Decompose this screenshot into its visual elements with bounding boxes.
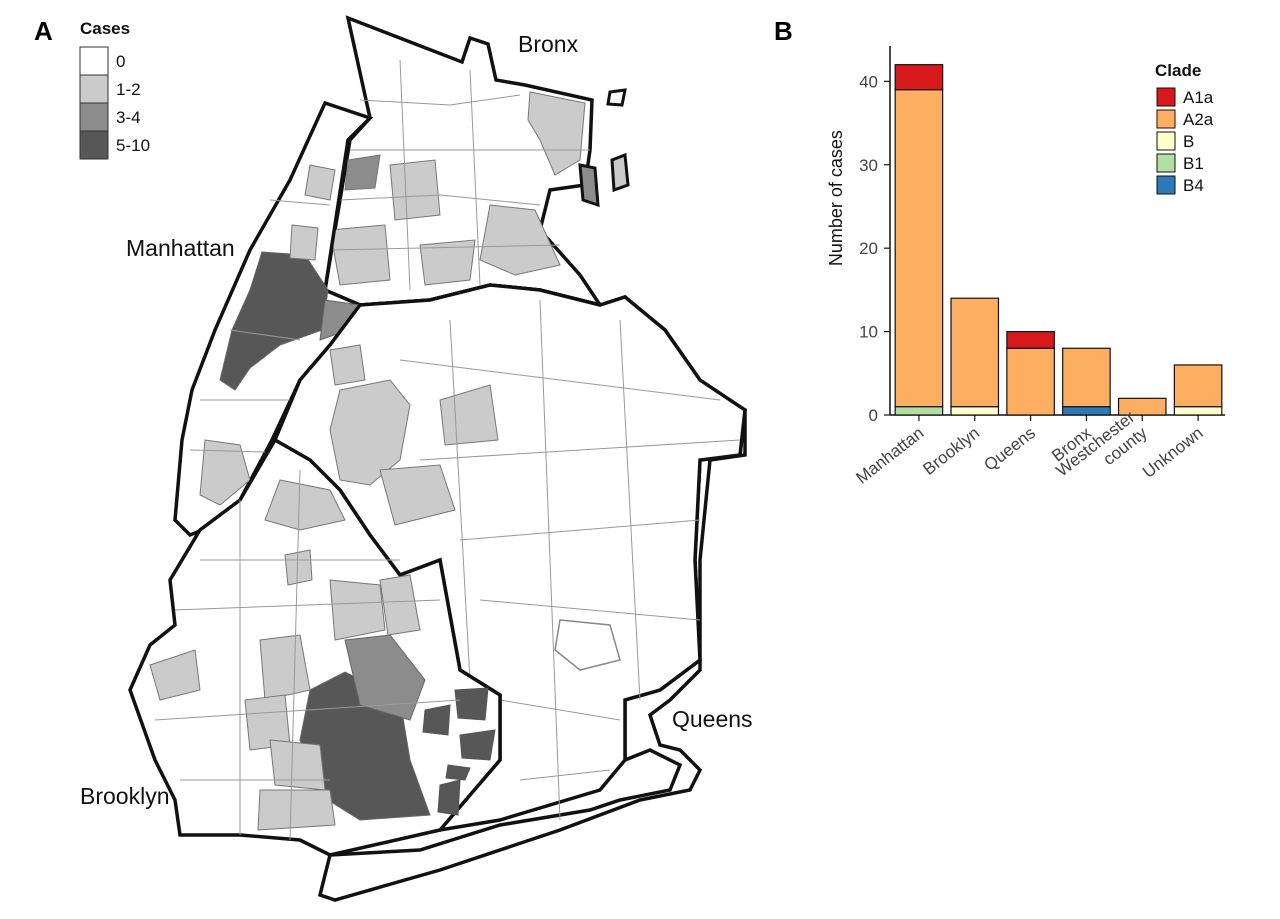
legend-swatch-b (1156, 131, 1176, 151)
y-tick-label: 40 (859, 72, 878, 91)
legend-swatch-0 (79, 46, 109, 76)
bar-manhattan-a2a (894, 89, 944, 408)
y-axis-title: Number of cases (826, 130, 846, 266)
x-tick-label: Manhattan (852, 423, 927, 487)
brooklyn-tract-7 (269, 739, 326, 791)
legend-label-b: B (1183, 132, 1194, 151)
brooklyn-tract-2 (329, 579, 386, 641)
bronx-tract-se (479, 204, 561, 276)
bronx-tract-sw (329, 224, 391, 286)
queens-tract-2 (379, 464, 456, 526)
bar-queens-a2a (1006, 347, 1055, 416)
legend-label-b1: B1 (1183, 154, 1204, 173)
label-queens: Queens (672, 706, 753, 732)
x-tick-label: Queens (980, 423, 1039, 475)
legend-label-2: 3-4 (116, 108, 141, 127)
legend-swatch-b4 (1156, 175, 1176, 195)
borough-brooklyn (128, 437, 502, 857)
brooklyn-tract-8 (257, 789, 336, 831)
panel-b-label: B (774, 16, 793, 46)
bar-unknown-b (1173, 406, 1223, 416)
y-tick-label: 30 (859, 156, 878, 175)
bronx-tract-mid (389, 159, 441, 221)
queens-tract-4 (329, 344, 366, 386)
bar-manhattan-b1 (894, 406, 944, 416)
x-tick-label: Brooklyn (919, 423, 983, 479)
legend-swatch-2 (79, 102, 109, 132)
x-tick-label-group: Queens (980, 423, 1039, 475)
manhattan-south-tract (199, 439, 251, 506)
y-tick-label: 0 (869, 406, 878, 425)
manhattan-north-tract (289, 224, 319, 261)
legend-swatch-3 (79, 130, 109, 160)
clade-legend-title: Clade (1155, 61, 1201, 80)
borough-queens (272, 283, 747, 902)
bronx-islet (578, 163, 600, 208)
legend-label-3: 5-10 (116, 136, 150, 155)
label-bronx: Bronx (518, 31, 579, 57)
bar-unknown-a2a (1173, 364, 1223, 408)
bar-brooklyn-b (950, 406, 1000, 416)
map-legend: Cases 0 1-2 3-4 5-10 (79, 19, 150, 160)
clade-bar-chart: B Number of cases 0 10 20 30 40 ManhattanBro… (774, 16, 1225, 488)
bar-brooklyn-a2a (950, 297, 1000, 408)
bar-bronx-b4 (1062, 406, 1111, 416)
nyc-map: A Cases 0 1-2 3-4 5-10 (34, 15, 753, 902)
bar-westchester-county-a2a (1117, 397, 1167, 416)
chart-bars (894, 64, 1223, 416)
chart-axes: 0 10 20 30 40 (859, 46, 1225, 425)
x-tick-label-group: Brooklyn (919, 423, 983, 479)
legend-swatch-1 (79, 74, 109, 104)
legend-swatch-a1a (1156, 87, 1176, 107)
bronx-tract-s (419, 239, 476, 286)
brooklyn-tract-5 (259, 634, 311, 701)
brooklyn-hotspot-4 (459, 729, 496, 761)
brooklyn-tract-4 (149, 649, 201, 701)
brooklyn-tract-3 (379, 574, 421, 636)
legend-label-a2a: A2a (1183, 110, 1214, 129)
brooklyn-hotspot-5 (437, 779, 461, 816)
borough-manhattan (173, 100, 374, 538)
bronx-tract-ne (527, 91, 586, 176)
label-brooklyn: Brooklyn (80, 783, 169, 809)
borough-bronx (323, 15, 630, 327)
bronx-tract-dark (344, 154, 381, 191)
bar-manhattan-a1a (894, 64, 944, 91)
legend-label-0: 0 (116, 52, 125, 71)
brooklyn-tract-9 (284, 549, 313, 586)
brooklyn-hotspot-3 (454, 687, 489, 721)
jamaica-bay-contour (554, 619, 621, 671)
manhattan-hotspot (219, 251, 329, 391)
brooklyn-tract-1 (264, 479, 346, 531)
panel-a-label: A (34, 16, 53, 46)
label-manhattan: Manhattan (126, 235, 235, 261)
brooklyn-tract-mid-dark (344, 634, 426, 721)
legend-label-a1a: A1a (1183, 88, 1214, 107)
bar-bronx-a2a (1062, 347, 1111, 408)
legend-label-1: 1-2 (116, 80, 141, 99)
y-tick-label: 10 (859, 323, 878, 342)
legend-swatch-b1 (1156, 153, 1176, 173)
brooklyn-hotspot-2 (422, 704, 451, 736)
legend-label-b4: B4 (1183, 176, 1204, 195)
bar-queens-a1a (1006, 330, 1055, 349)
manhattan-inwood-tract (304, 164, 336, 201)
map-legend-title: Cases (80, 19, 130, 38)
x-tick-label-group: Manhattan (852, 423, 927, 487)
x-tick-label: Unknown (1139, 423, 1207, 482)
y-tick-label: 20 (859, 239, 878, 258)
x-tick-label-group: Unknown (1139, 423, 1207, 482)
hart-island (610, 152, 630, 193)
legend-swatch-a2a (1156, 109, 1176, 129)
clade-legend: Clade A1a A2a B B1 B4 (1155, 61, 1214, 195)
brooklyn-hotspot-6 (445, 764, 471, 781)
city-island (606, 88, 627, 107)
